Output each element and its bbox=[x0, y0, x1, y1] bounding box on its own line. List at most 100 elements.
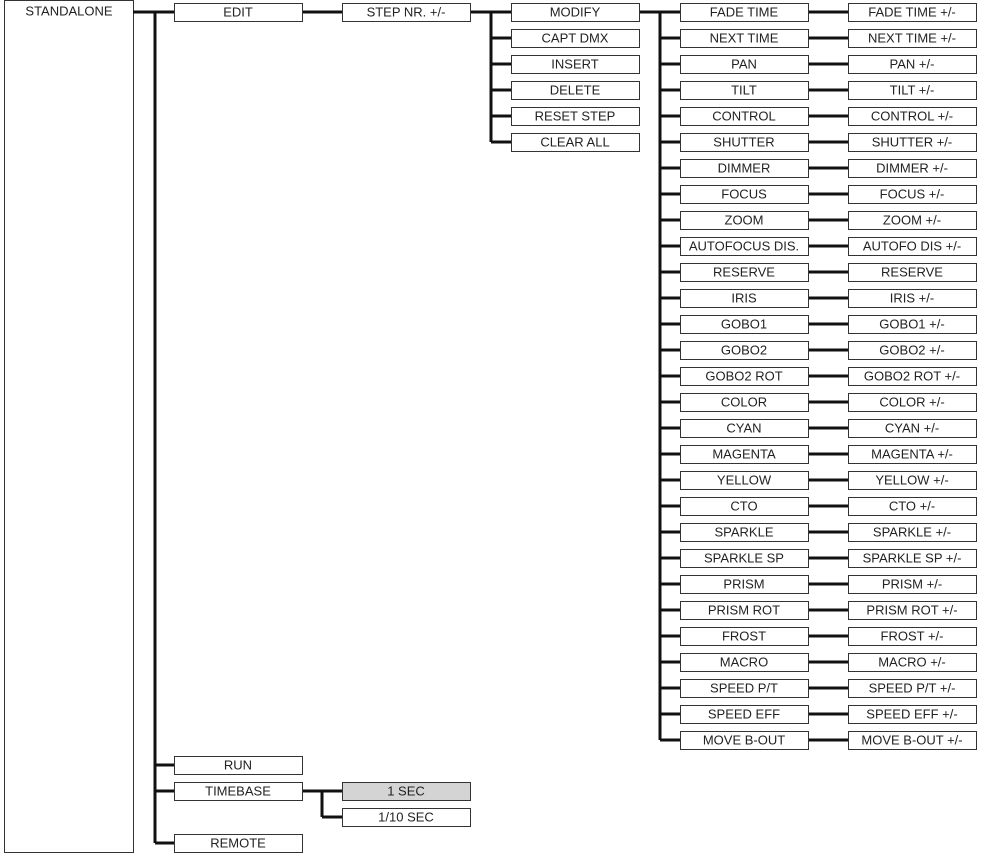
parameter-adjust-box bbox=[848, 107, 977, 126]
parameter-box bbox=[680, 497, 809, 516]
parameter: COLOR bbox=[721, 394, 767, 409]
edit-option: DELETE bbox=[550, 82, 601, 97]
parameter-box bbox=[680, 393, 809, 412]
parameter: YELLOW bbox=[717, 472, 772, 487]
timebase-option: 1/10 SEC bbox=[378, 809, 434, 824]
parameter: MAGENTA bbox=[712, 446, 776, 461]
edit-option-box bbox=[511, 55, 640, 74]
parameter-adjust: NEXT TIME +/- bbox=[868, 30, 956, 45]
parameter-box bbox=[680, 81, 809, 100]
parameter: AUTOFOCUS DIS. bbox=[689, 238, 799, 253]
parameter-adjust-box bbox=[848, 653, 977, 672]
parameter-adjust-box bbox=[848, 549, 977, 568]
parameter-adjust: ZOOM +/- bbox=[883, 212, 941, 227]
parameter: PAN bbox=[731, 56, 757, 71]
menu-item-box bbox=[174, 834, 303, 853]
parameter-adjust-box bbox=[848, 445, 977, 464]
edit-option-box bbox=[511, 133, 640, 152]
parameter-adjust-box bbox=[848, 81, 977, 100]
parameter-box bbox=[680, 731, 809, 750]
parameter-box bbox=[680, 289, 809, 308]
parameter-adjust: IRIS +/- bbox=[890, 290, 934, 305]
root-box bbox=[4, 0, 134, 853]
parameter-box bbox=[680, 107, 809, 126]
parameter-adjust-box bbox=[848, 705, 977, 724]
parameter-box bbox=[680, 3, 809, 22]
menu-item: RUN bbox=[224, 757, 252, 772]
parameter-adjust: MAGENTA +/- bbox=[871, 446, 953, 461]
parameter-adjust-box bbox=[848, 3, 977, 22]
parameter-box bbox=[680, 133, 809, 152]
parameter-adjust: FOCUS +/- bbox=[880, 186, 945, 201]
parameter-adjust: SPARKLE +/- bbox=[873, 524, 951, 539]
parameter-box bbox=[680, 523, 809, 542]
parameter-adjust: PRISM +/- bbox=[882, 576, 942, 591]
parameter-box bbox=[680, 185, 809, 204]
parameter-adjust: SPARKLE SP +/- bbox=[863, 550, 962, 565]
parameter-box bbox=[680, 211, 809, 230]
parameter-box bbox=[680, 159, 809, 178]
parameter: SPEED EFF bbox=[708, 706, 780, 721]
parameter-adjust-box bbox=[848, 185, 977, 204]
parameter-adjust: SPEED EFF +/- bbox=[866, 706, 957, 721]
parameter: TILT bbox=[731, 82, 757, 97]
parameter-box bbox=[680, 471, 809, 490]
parameter-adjust-box bbox=[848, 341, 977, 360]
edit-option-box bbox=[511, 3, 640, 22]
parameter-adjust-box bbox=[848, 211, 977, 230]
parameter: PRISM bbox=[723, 576, 764, 591]
parameter-adjust: COLOR +/- bbox=[879, 394, 944, 409]
parameter-adjust-box bbox=[848, 315, 977, 334]
menu-item: REMOTE bbox=[210, 835, 266, 850]
parameter: IRIS bbox=[731, 290, 757, 305]
parameter-adjust-box bbox=[848, 679, 977, 698]
parameter-adjust-box bbox=[848, 575, 977, 594]
parameter-adjust-box bbox=[848, 627, 977, 646]
step-item-box bbox=[342, 3, 471, 22]
parameter-box bbox=[680, 419, 809, 438]
parameter-adjust: DIMMER +/- bbox=[876, 160, 948, 175]
parameter-adjust: SPEED P/T +/- bbox=[869, 680, 956, 695]
parameter: FOCUS bbox=[721, 186, 767, 201]
parameter: PRISM ROT bbox=[708, 602, 780, 617]
menu-item-box bbox=[174, 3, 303, 22]
parameter-box bbox=[680, 445, 809, 464]
parameter-adjust: PRISM ROT +/- bbox=[866, 602, 957, 617]
parameter-adjust: FROST +/- bbox=[881, 628, 944, 643]
parameter-adjust-box bbox=[848, 55, 977, 74]
parameter-adjust: CTO +/- bbox=[889, 498, 935, 513]
parameter-adjust-box bbox=[848, 237, 977, 256]
parameter: CONTROL bbox=[712, 108, 776, 123]
parameter: GOBO2 bbox=[721, 342, 767, 357]
parameter-adjust-box bbox=[848, 731, 977, 750]
parameter-adjust: CONTROL +/- bbox=[871, 108, 953, 123]
timebase-option-box bbox=[342, 808, 471, 827]
edit-option: INSERT bbox=[551, 56, 598, 71]
parameter-box bbox=[680, 55, 809, 74]
parameter-adjust: YELLOW +/- bbox=[875, 472, 948, 487]
parameter-adjust: GOBO1 +/- bbox=[879, 316, 944, 331]
parameter-adjust: MOVE B-OUT +/- bbox=[861, 732, 962, 747]
parameter-box bbox=[680, 549, 809, 568]
parameter-adjust: CYAN +/- bbox=[885, 420, 939, 435]
parameter-box bbox=[680, 653, 809, 672]
parameter-box bbox=[680, 705, 809, 724]
menu-item-box bbox=[174, 782, 303, 801]
parameter-box bbox=[680, 575, 809, 594]
parameter-adjust-box bbox=[848, 263, 977, 282]
parameter-adjust-box bbox=[848, 419, 977, 438]
parameter-adjust-box bbox=[848, 29, 977, 48]
parameter: CYAN bbox=[726, 420, 761, 435]
parameter-adjust-box bbox=[848, 471, 977, 490]
root-label: STANDALONE bbox=[25, 3, 112, 18]
timebase-option: 1 SEC bbox=[387, 783, 425, 798]
parameter: RESERVE bbox=[713, 264, 775, 279]
parameter-adjust-box bbox=[848, 497, 977, 516]
parameter: ZOOM bbox=[725, 212, 764, 227]
parameter: SHUTTER bbox=[713, 134, 774, 149]
parameter-adjust: FADE TIME +/- bbox=[868, 4, 956, 19]
parameter-adjust: RESERVE bbox=[881, 264, 943, 279]
parameter-adjust-box bbox=[848, 523, 977, 542]
parameter: CTO bbox=[730, 498, 757, 513]
